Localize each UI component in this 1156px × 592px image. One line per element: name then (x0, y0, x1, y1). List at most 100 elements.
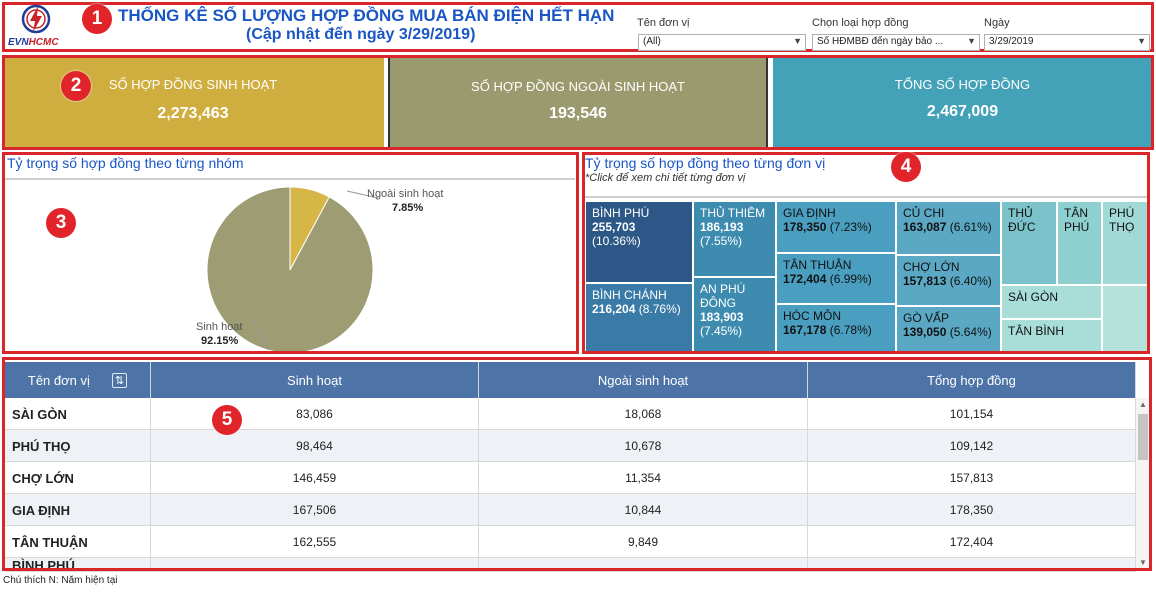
pie-leader-line (346, 190, 379, 199)
kpi-label: TỔNG SỐ HỢP ĐỒNG (894, 77, 1031, 92)
treemap-tile-name: THỦ THIÊM (700, 206, 766, 220)
col-header-residential[interactable]: Sinh hoạt (151, 362, 479, 398)
table-cell-value: 178,350 (808, 494, 1136, 526)
treemap-tile[interactable]: SÀI GÒN (1001, 285, 1102, 319)
treemap-tile-pct: (5.64%) (949, 325, 992, 339)
table-row[interactable]: TÂN THUẬN 162,555 9,849 172,404 (5, 526, 1136, 558)
pie-leader-line (253, 319, 269, 351)
col-header-label: Tên đơn vị (27, 372, 90, 388)
table-panel (2, 357, 1152, 571)
treemap-tile[interactable]: BÌNH CHÁNH 216,204 (8.76%) (585, 283, 693, 353)
table-row[interactable]: GIA ĐỊNH 167,506 10,844 178,350 (5, 494, 1136, 526)
marker-badge: 2 (61, 71, 91, 101)
chevron-down-icon: ▼ (1137, 36, 1146, 46)
treemap-tile-name: HÓC MÔN (783, 309, 841, 323)
pie-label-non-residential: Ngoài sinh hoạt (367, 188, 444, 200)
table-cell-unit: TÂN THUẬN (5, 526, 151, 558)
treemap-tile-name: TÂN THUẬN (783, 258, 852, 272)
treemap-tile-pct: (6.99%) (829, 272, 872, 286)
treemap-tile[interactable]: AN PHÚ ĐÔNG 183,903 (7.45%) (693, 277, 776, 353)
table-cell-unit: SÀI GÒN (5, 398, 151, 430)
table-cell-value: 98,464 (151, 430, 479, 462)
treemap-subtitle: *Click để xem chi tiết từng đơn vị (585, 172, 746, 184)
treemap-tile-pct: (6.61%) (949, 220, 992, 234)
treemap-tile[interactable]: BÌNH PHÚ 255,703 (10.36%) (585, 201, 693, 283)
table-row[interactable]: CHỢ LỚN 146,459 11,354 157,813 (5, 462, 1136, 494)
pie-pct-residential: 92.15% (201, 335, 239, 347)
divider (583, 196, 1148, 198)
unit-filter-select[interactable]: (All) ▼ (638, 34, 806, 51)
treemap-tile[interactable]: PHÚ THỌ (1102, 201, 1148, 285)
col-header-total[interactable]: Tổng hợp đồng (808, 362, 1136, 398)
footnote: Chú thích N: Năm hiện tại (3, 575, 118, 586)
treemap-tile-pct: (10.36%) (592, 234, 641, 248)
treemap-tile[interactable]: TÂN BÌNH (1001, 319, 1102, 353)
table-cell-value (808, 558, 1136, 572)
scroll-down-icon[interactable]: ▼ (1139, 558, 1147, 567)
date-filter-select[interactable]: 3/29/2019 ▼ (984, 34, 1150, 51)
scroll-up-icon[interactable]: ▲ (1139, 400, 1147, 409)
marker-badge: 3 (46, 208, 76, 238)
treemap-tile[interactable]: CHỢ LỚN 157,813 (6.40%) (896, 255, 1001, 306)
kpi-label: SỐ HỢP ĐỒNG NGOÀI SINH HOẠT (471, 79, 685, 94)
treemap-tile[interactable]: GÒ VẤP 139,050 (5.64%) (896, 306, 1001, 353)
lightning-icon (21, 4, 51, 34)
kpi-panel (2, 55, 1154, 150)
treemap-tile-pct: (6.40%) (949, 274, 992, 288)
col-header-non-residential[interactable]: Ngoài sinh hoạt (479, 362, 808, 398)
treemap-tile-pct: (7.23%) (829, 220, 872, 234)
table-cell-value: 9,849 (479, 526, 808, 558)
col-header-unit[interactable]: Tên đơn vị ⇅ (5, 362, 151, 398)
table-cell-value: 157,813 (808, 462, 1136, 494)
table-cell-value: 167,506 (151, 494, 479, 526)
treemap-tile-value: 216,204 (592, 302, 636, 316)
treemap-tile-value: 186,193 (700, 220, 744, 234)
type-filter-select[interactable]: Số HĐMBĐ đến ngày bảo ... ▼ (812, 34, 980, 51)
treemap-tile[interactable]: HÓC MÔN 167,178 (6.78%) (776, 304, 896, 353)
treemap-tile[interactable]: CỦ CHI 163,087 (6.61%) (896, 201, 1001, 255)
treemap-tile-name: BÌNH CHÁNH (592, 288, 667, 302)
scrollbar-thumb[interactable] (1138, 414, 1148, 460)
kpi-residential[interactable]: SỐ HỢP ĐỒNG SINH HOẠT 2,273,463 (2, 55, 384, 150)
treemap-tile[interactable]: THỦ ĐỨC (1001, 201, 1057, 285)
treemap-tile-name: TÂN BÌNH (1008, 324, 1065, 338)
treemap-tile-pct: (6.78%) (829, 323, 872, 337)
treemap-tile-value: 183,903 (700, 310, 744, 324)
treemap-tile-pct: (7.55%) (700, 234, 743, 248)
kpi-value: 193,546 (549, 105, 607, 122)
table-cell-value: 162,555 (151, 526, 479, 558)
pie-slice-residential[interactable] (206, 186, 374, 354)
treemap-panel (582, 152, 1150, 354)
treemap-tile[interactable]: THỦ THIÊM 186,193 (7.55%) (693, 201, 776, 277)
treemap-tile-name: GÒ VẤP (903, 311, 950, 325)
treemap-tile-name: TÂN PHÚ (1064, 206, 1090, 234)
treemap-tile-value: 178,350 (783, 220, 827, 234)
treemap-tile-value: 139,050 (903, 325, 947, 339)
treemap-tile-value: 157,813 (903, 274, 947, 288)
kpi-total[interactable]: TỔNG SỐ HỢP ĐỒNG 2,467,009 (773, 55, 1152, 150)
treemap-tile-value: 172,404 (783, 272, 827, 286)
treemap-tile-value: 167,178 (783, 323, 827, 337)
logo-text-hcmc: HCMC (28, 37, 59, 48)
treemap-tile[interactable]: TÂN THUẬN 172,404 (6.99%) (776, 253, 896, 304)
table-row[interactable]: SÀI GÒN 83,086 18,068 101,154 (5, 398, 1136, 430)
treemap-tile-name: THỦ ĐỨC (1008, 206, 1036, 234)
treemap-tile-value: 163,087 (903, 220, 947, 234)
treemap-tile-name: CHỢ LỚN (903, 260, 960, 274)
treemap-tile-name: PHÚ THỌ (1109, 206, 1135, 234)
vertical-scrollbar[interactable]: ▲ ▼ (1136, 398, 1150, 570)
treemap-tile-name: SÀI GÒN (1008, 290, 1059, 304)
treemap-tile[interactable]: GIA ĐỊNH 178,350 (7.23%) (776, 201, 896, 253)
treemap-tile-name: GIA ĐỊNH (783, 206, 836, 220)
sort-icon[interactable]: ⇅ (111, 372, 128, 388)
kpi-value: 2,467,009 (926, 103, 999, 120)
pie-chart[interactable] (190, 180, 390, 360)
treemap-tile-name: AN PHÚ ĐÔNG (700, 282, 746, 310)
table-row[interactable]: PHÚ THỌ 98,464 10,678 109,142 (5, 430, 1136, 462)
treemap-tile[interactable]: TÂN PHÚ (1057, 201, 1102, 285)
marker-badge: 4 (891, 152, 921, 182)
type-filter-label: Chọn loại hợp đồng (812, 17, 909, 29)
chevron-down-icon: ▼ (967, 36, 976, 46)
treemap-tile-pct: (8.76%) (638, 302, 681, 316)
table-cell-value: 146,459 (151, 462, 479, 494)
